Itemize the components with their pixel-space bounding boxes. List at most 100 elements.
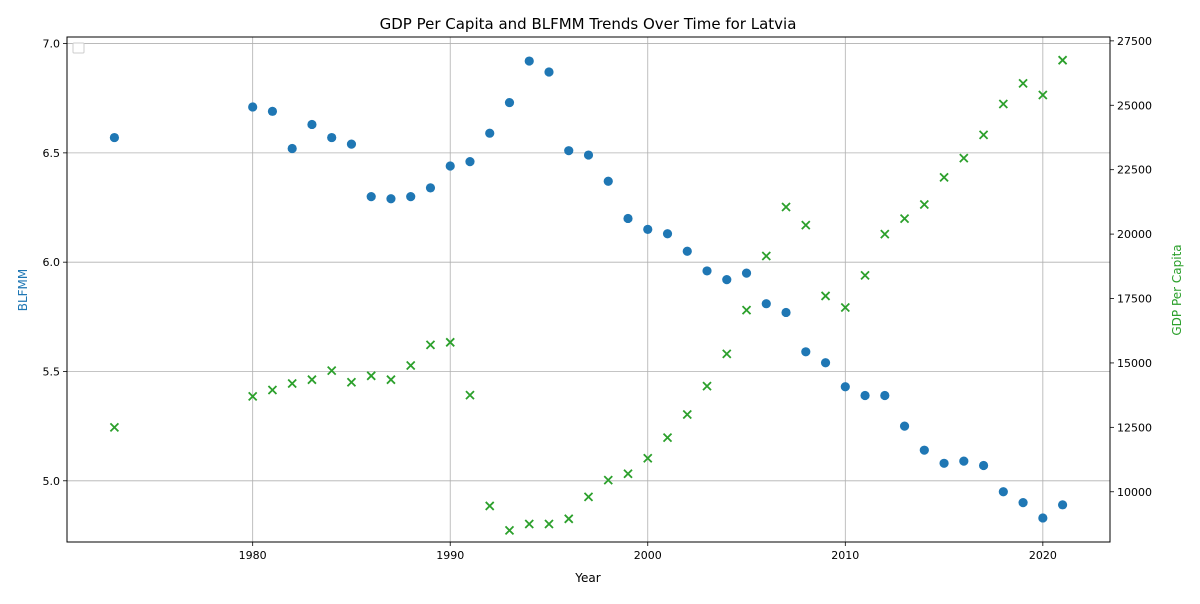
y-right-tick-label: 22500 bbox=[1117, 164, 1152, 177]
x-tick-label: 2000 bbox=[634, 549, 662, 562]
plot-frame bbox=[66, 36, 1111, 543]
blfmm-point bbox=[307, 119, 317, 130]
gdp-point bbox=[485, 501, 495, 511]
gdp-point bbox=[307, 375, 317, 385]
gdp-point bbox=[504, 525, 515, 536]
gdp-point bbox=[801, 220, 811, 230]
y-left-tick-label: 5.5 bbox=[43, 365, 61, 378]
y-right-tick-label: 25000 bbox=[1117, 99, 1152, 112]
blfmm-point bbox=[682, 246, 692, 256]
blfmm-point bbox=[287, 143, 297, 154]
blfmm-point bbox=[623, 213, 633, 224]
gdp-point bbox=[366, 371, 376, 381]
y-right-tick-label: 12500 bbox=[1117, 421, 1152, 434]
blfmm-point bbox=[445, 161, 455, 171]
x-tick-label: 2020 bbox=[1029, 549, 1057, 562]
gdp-point bbox=[109, 422, 120, 432]
gdp-point bbox=[662, 433, 673, 443]
blfmm-point bbox=[346, 139, 357, 149]
gdp-point bbox=[643, 453, 653, 463]
blfmm-point bbox=[722, 275, 732, 285]
gdp-point bbox=[346, 377, 357, 387]
x-tick-label: 1980 bbox=[239, 549, 267, 562]
blfmm-point bbox=[406, 191, 416, 202]
blfmm-point bbox=[465, 157, 475, 167]
blfmm-point bbox=[544, 67, 554, 77]
blfmm-point bbox=[860, 390, 870, 401]
blfmm-point bbox=[524, 56, 534, 66]
blfmm-point bbox=[603, 176, 613, 186]
gdp-point bbox=[860, 270, 870, 280]
y-left-tick-label: 6.0 bbox=[43, 256, 61, 269]
gdp-point bbox=[327, 366, 337, 376]
gdp-point bbox=[702, 381, 712, 391]
gdp-point bbox=[1038, 90, 1048, 100]
gdp-point bbox=[682, 409, 692, 420]
axis-layer: 1980 1990 2000 2010 2020 5.0 5.5 6.0 6.5 7.0 10000… bbox=[43, 35, 1153, 562]
blfmm-point bbox=[919, 445, 929, 455]
x-axis-label: Year bbox=[574, 571, 600, 585]
gdp-point bbox=[840, 302, 850, 313]
chart-title: GDP Per Capita and BLFMM Trends Over Tim… bbox=[380, 15, 797, 33]
gdp-point bbox=[564, 514, 574, 524]
gdp-point bbox=[524, 519, 534, 529]
gdp-point bbox=[603, 475, 613, 485]
y-left-tick-label: 7.0 bbox=[43, 38, 61, 51]
gdp-point bbox=[998, 99, 1008, 109]
blfmm-point bbox=[583, 150, 594, 160]
blfmm-point bbox=[899, 421, 910, 431]
blfmm-point bbox=[564, 146, 574, 156]
gdp-point bbox=[544, 519, 554, 529]
blfmm-point bbox=[267, 106, 278, 116]
series-layer bbox=[109, 55, 1068, 536]
blfmm-point bbox=[741, 268, 752, 278]
gdp-point bbox=[1057, 55, 1068, 65]
gdp-point bbox=[1018, 78, 1028, 89]
gdp-point bbox=[781, 202, 791, 212]
y-left-tick-label: 5.0 bbox=[43, 475, 61, 488]
gdp-point bbox=[623, 469, 633, 479]
gdp-point bbox=[899, 214, 910, 224]
blfmm-point bbox=[880, 390, 890, 401]
blfmm-point bbox=[366, 191, 376, 202]
blfmm-point bbox=[425, 183, 436, 193]
gdp-point bbox=[761, 251, 771, 261]
gdp-point bbox=[465, 390, 475, 400]
y-right-tick-label: 17500 bbox=[1117, 293, 1152, 306]
blfmm-point bbox=[978, 460, 989, 471]
blfmm-point bbox=[1018, 498, 1028, 508]
blfmm-point bbox=[504, 97, 515, 108]
legend-box bbox=[72, 42, 85, 54]
gdp-point bbox=[741, 305, 752, 315]
gdp-point bbox=[267, 385, 278, 395]
gdp-point bbox=[978, 130, 989, 140]
blfmm-point bbox=[781, 307, 791, 318]
y-axis-right-label: GDP Per Capita bbox=[1170, 244, 1184, 335]
gdp-point bbox=[919, 199, 929, 210]
y-left-tick-label: 6.5 bbox=[43, 147, 61, 160]
blfmm-point bbox=[820, 358, 831, 368]
blfmm-point bbox=[1057, 500, 1068, 510]
blfmm-point bbox=[761, 299, 771, 309]
series-gdp-per-capita bbox=[109, 55, 1068, 536]
series-blfmm bbox=[109, 56, 1068, 523]
x-tick-label: 2010 bbox=[831, 549, 859, 562]
blfmm-point bbox=[327, 132, 337, 143]
gdp-point bbox=[425, 340, 436, 350]
gdp-point bbox=[959, 153, 969, 163]
y-right-tick-label: 27500 bbox=[1117, 35, 1152, 48]
blfmm-point bbox=[485, 128, 495, 138]
blfmm-point bbox=[702, 266, 712, 276]
blfmm-point bbox=[386, 194, 396, 204]
blfmm-point bbox=[643, 224, 653, 234]
blfmm-point bbox=[998, 487, 1008, 497]
blfmm-point bbox=[840, 382, 850, 392]
blfmm-point bbox=[248, 102, 258, 112]
gdp-point bbox=[939, 172, 949, 183]
gdp-point bbox=[722, 349, 732, 359]
x-tick-label: 1990 bbox=[436, 549, 464, 562]
gdp-point bbox=[820, 291, 831, 301]
